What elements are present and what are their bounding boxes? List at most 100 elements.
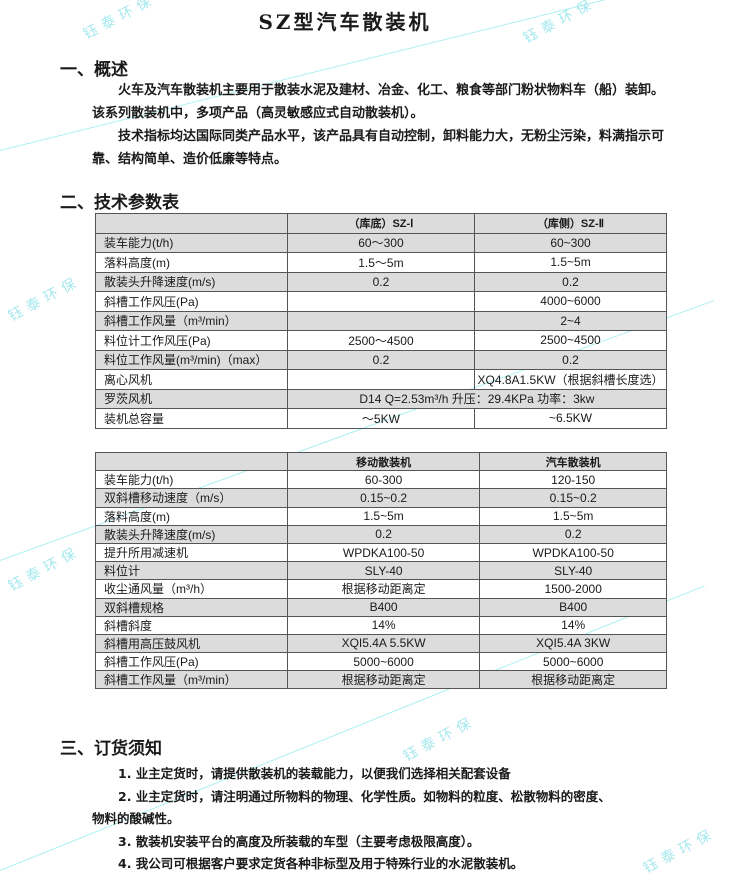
ordering-item: 2. 业主定货时，请注明通过所物料的物理、化学性质。如物料的粒度、松散物料的密度…	[118, 789, 611, 804]
row-label: 散装头升降速度(m/s)	[95, 271, 288, 292]
cell-value	[286, 310, 476, 331]
row-label: 斜槽工作风量（m³/min）	[95, 310, 288, 331]
table-row: 斜槽工作风量（m³/min） 根据移动距离定 根据移动距离定	[95, 670, 667, 690]
cell-value: SLY-40	[479, 561, 667, 581]
cell-value: 120-150	[479, 470, 667, 490]
cell-value: 0.15~0.2	[479, 488, 667, 508]
cell-value: 2500～4500	[286, 330, 476, 351]
row-label: 落料高度(m)	[95, 506, 288, 526]
table-header-cell: 汽车散装机	[479, 451, 667, 472]
cell-value: 0.2	[474, 349, 667, 370]
cell-value: XQ4.8A1.5KW（根据斜槽长度选）	[474, 369, 667, 390]
section-heading-ordering: 三、订货须知	[60, 739, 162, 759]
params-table-sz: （库底）SZ-Ⅰ （库侧）SZ-Ⅱ 装车能力(t/h) 60～300 60~300 落料高…	[95, 213, 668, 429]
cell-value: 0.2	[286, 349, 476, 370]
cell-value: 14%	[479, 615, 667, 635]
section-heading-params: 二、技术参数表	[60, 193, 179, 213]
table-row: 收尘通风量（m³/h） 根据移动距离定 1500-2000	[95, 579, 667, 599]
cell-value: 根据移动距离定	[286, 670, 481, 690]
params-table-mobile: 移动散装机 汽车散装机 装车能力(t/h) 60-300 120-150 双斜槽移动速度（…	[95, 451, 667, 690]
row-label: 落料高度(m)	[95, 252, 288, 273]
cell-value: 60～300	[286, 232, 476, 253]
row-label: 收尘通风量（m³/h）	[95, 579, 288, 599]
cell-value: 1500-2000	[479, 579, 667, 599]
cell-value: 60-300	[286, 470, 481, 490]
row-label: 装车能力(t/h)	[95, 232, 288, 253]
table-header-cell	[95, 213, 288, 234]
cell-value: WPDKA100-50	[479, 542, 667, 563]
table-row: 罗茨风机 D14 Q=2.53m³/h 升压：29.4KPa 功率：3kw	[95, 388, 668, 409]
table-row: 落料高度(m) 1.5~5m 1.5~5m	[95, 506, 667, 526]
table-row: 双斜槽移动速度（m/s） 0.15~0.2 0.15~0.2	[95, 488, 667, 508]
cell-value: SLY-40	[286, 561, 481, 581]
cell-value: 5000~6000	[479, 652, 667, 672]
table-row: 装车能力(t/h) 60～300 60~300	[95, 232, 667, 253]
row-label: 装车能力(t/h)	[95, 470, 288, 490]
table-header-row: （库底）SZ-Ⅰ （库侧）SZ-Ⅱ	[95, 213, 667, 234]
cell-value: D14 Q=2.53m³/h 升压：29.4KPa 功率：3kw	[286, 388, 668, 409]
row-label: 装机总容量	[95, 408, 288, 429]
cell-value: 根据移动距离定	[479, 670, 667, 690]
ordering-item: 3. 散装机安装平台的高度及所装载的车型（主要考虑极限高度）。	[118, 834, 480, 849]
table-header-row: 移动散装机 汽车散装机	[95, 451, 667, 472]
table-row: 散装头升降速度(m/s) 0.2 0.2	[95, 524, 667, 544]
cell-value: WPDKA100-50	[286, 542, 481, 563]
row-label: 斜槽用高压鼓风机	[95, 633, 288, 654]
cell-value	[286, 369, 476, 390]
watermark: 钰泰环保	[5, 273, 85, 325]
row-label: 双斜槽规格	[95, 597, 288, 617]
row-label: 斜槽工作风量（m³/min）	[95, 670, 288, 690]
watermark: 钰泰环保	[400, 713, 480, 765]
row-label: 双斜槽移动速度（m/s）	[95, 488, 288, 508]
cell-value: ～5KW	[286, 408, 476, 429]
table-header-cell: （库底）SZ-Ⅰ	[286, 213, 476, 234]
cell-value: 根据移动距离定	[286, 579, 481, 599]
cell-value: 60~300	[474, 232, 667, 253]
cell-value: 5000~6000	[286, 652, 481, 672]
cell-value: 1.5~5m	[479, 506, 667, 526]
cell-value: 0.2	[286, 271, 476, 292]
cell-value: 0.15~0.2	[286, 488, 481, 508]
table-header-cell	[95, 451, 288, 472]
ordering-item-continued: 物料的酸碱性。	[92, 811, 180, 826]
row-label: 罗茨风机	[95, 388, 288, 409]
table-row: 装车能力(t/h) 60-300 120-150	[95, 470, 667, 490]
cell-value: B400	[479, 597, 667, 617]
section-heading-overview: 一、概述	[60, 60, 128, 80]
table-row: 料位工作风量(m³/min)（max） 0.2 0.2	[95, 349, 667, 370]
table-row: 料位计 SLY-40 SLY-40	[95, 561, 667, 581]
watermark: 钰泰环保	[640, 825, 720, 877]
table-row: 提升所用减速机 WPDKA100-50 WPDKA100-50	[95, 542, 667, 563]
row-label: 斜槽工作风压(Pa)	[95, 291, 288, 312]
cell-value: 14%	[286, 615, 481, 635]
cell-value: XQI5.4A 5.5KW	[286, 633, 481, 654]
table-row: 斜槽工作风压(Pa) 4000~6000	[95, 291, 667, 312]
row-label: 提升所用减速机	[95, 542, 288, 563]
ordering-item: 4. 我公司可根据客户要求定货各种非标型及用于特殊行业的水泥散装机。	[118, 856, 524, 871]
table-row: 装机总容量 ～5KW ~6.5KW	[95, 408, 667, 429]
table-row: 斜槽工作风压(Pa) 5000~6000 5000~6000	[95, 652, 667, 672]
row-label: 散装头升降速度(m/s)	[95, 524, 288, 544]
table-row: 离心风机 XQ4.8A1.5KW（根据斜槽长度选）	[95, 369, 667, 390]
cell-value: XQI5.4A 3KW	[479, 633, 667, 654]
row-label: 斜槽斜度	[95, 615, 288, 635]
cell-value: 0.2	[479, 524, 667, 544]
cell-value: 2~4	[474, 310, 667, 331]
row-label: 斜槽工作风压(Pa)	[95, 652, 288, 672]
cell-value: B400	[286, 597, 481, 617]
table-row: 料位计工作风压(Pa) 2500～4500 2500~4500	[95, 330, 667, 351]
row-label: 料位工作风量(m³/min)（max）	[95, 349, 288, 370]
cell-value: 2500~4500	[474, 330, 667, 351]
cell-value: 1.5～5m	[286, 252, 476, 273]
table-row: 散装头升降速度(m/s) 0.2 0.2	[95, 271, 667, 292]
ordering-item: 1. 业主定货时，请提供散装机的装载能力，以便我们选择相关配套设备	[118, 766, 511, 781]
cell-value: 0.2	[286, 524, 481, 544]
table-row: 斜槽工作风量（m³/min） 2~4	[95, 310, 667, 331]
cell-value: 1.5~5m	[286, 506, 481, 526]
overview-paragraph: 技术指标均达国际同类产品水平，该产品具有自动控制，卸料能力大，无粉尘污染，料满指…	[92, 129, 665, 167]
row-label: 料位计	[95, 561, 288, 581]
watermark: 钰泰环保	[5, 543, 85, 595]
table-row: 双斜槽规格 B400 B400	[95, 597, 667, 617]
overview-paragraph: 火车及汽车散装机主要用于散装水泥及建材、冶金、化工、粮食等部门粉状物料车（船）装…	[92, 83, 665, 121]
cell-value: ~6.5KW	[474, 408, 667, 429]
